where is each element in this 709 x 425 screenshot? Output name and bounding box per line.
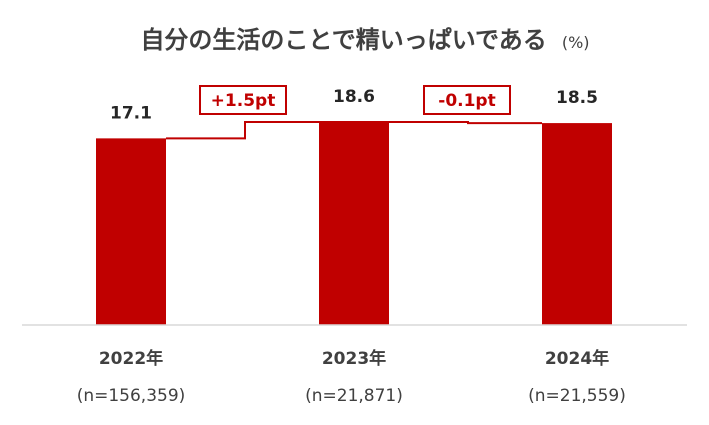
category-label-group: 2022年 (n=156,359) 2023年 (n=21,871) 2024年 (n=2… [77, 348, 626, 406]
chart-title: 自分の生活のことで精いっぱいである [140, 26, 546, 54]
chart-title-group: 自分の生活のことで精いっぱいである (%) [140, 26, 589, 54]
data-label-0: 17.1 [110, 103, 152, 123]
bar-1 [319, 122, 389, 325]
difference-box-group: +1.5pt -0.1pt [199, 85, 511, 115]
difference-step-line [166, 121, 542, 140]
bar-0 [96, 138, 166, 325]
data-label-2: 18.5 [556, 88, 598, 108]
data-label-group: 17.1 18.6 18.5 [110, 87, 598, 123]
bar-group [96, 122, 612, 325]
data-label-1: 18.6 [333, 87, 375, 107]
chart-unit: (%) [562, 33, 590, 52]
difference-box-1 [423, 85, 511, 115]
difference-box-0 [199, 85, 287, 115]
difference-label-0: +1.5pt [211, 91, 276, 111]
category-label-0: 2022年 [99, 348, 163, 369]
bar-2 [542, 123, 612, 325]
sample-size-label-0: (n=156,359) [77, 386, 186, 406]
sample-size-label-1: (n=21,871) [305, 386, 403, 406]
category-label-1: 2023年 [322, 348, 386, 369]
difference-label-1: -0.1pt [438, 91, 495, 111]
category-label-2: 2024年 [545, 348, 609, 369]
sample-size-label-2: (n=21,559) [528, 386, 626, 406]
